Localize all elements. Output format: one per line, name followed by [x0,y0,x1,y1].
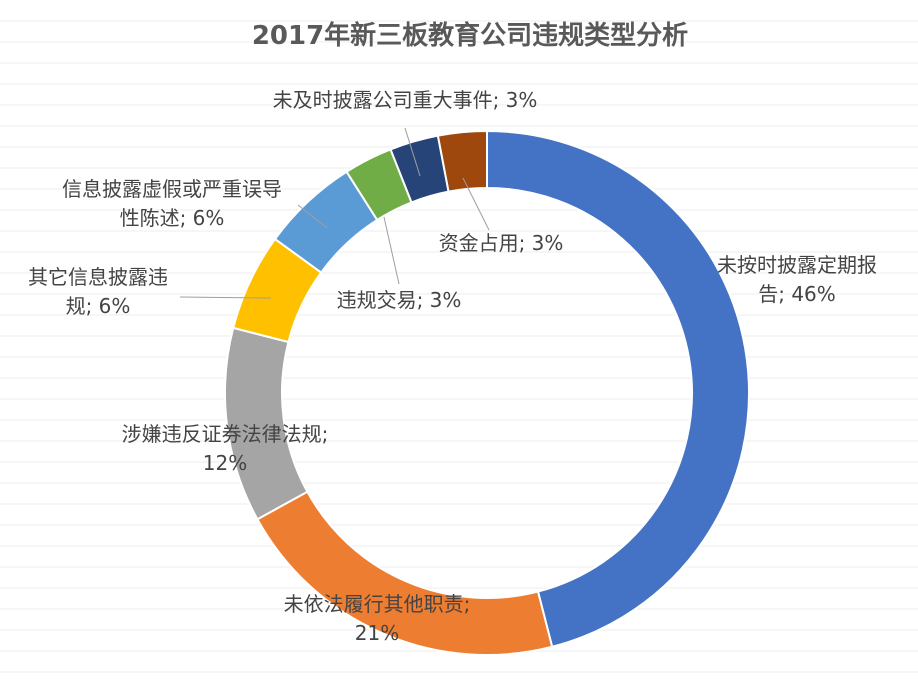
data-label-7-line-0: 资金占用; 3% [439,231,564,255]
data-label-6-line-0: 未及时披露公司重大事件; 3% [273,88,538,112]
background-gridlines [0,20,918,673]
doughnut-slices [224,129,751,656]
leader-line-6 [404,127,421,177]
leader-line-5 [383,216,400,285]
data-label-3-line-1: 规; 6% [66,294,131,318]
data-label-3-line-0: 其它信息披露违 [28,265,168,289]
data-label-5-line-0: 违规交易; 3% [337,288,462,312]
slice-1 [256,490,554,656]
data-label-2-line-1: 12% [203,451,247,475]
leader-line-3 [179,296,272,299]
data-label-0-line-1: 告; 46% [758,282,836,306]
leader-lines [179,127,490,299]
data-label-1-line-1: 21% [355,621,399,645]
slice-7 [436,129,488,193]
slice-0 [486,129,751,648]
data-label-4-line-1: 性陈述; 6% [120,206,225,230]
data-label-4-line-0: 信息披露虚假或严重误导 [62,177,282,201]
chart-title: 2017年新三板教育公司违规类型分析 [252,20,688,51]
data-label-2-line-0: 涉嫌违反证券法律法规; [122,422,329,446]
data-label-1-line-0: 未依法履行其他职责; [284,592,471,616]
data-label-0-line-0: 未按时披露定期报 [717,253,877,277]
leader-line-4 [297,204,328,229]
leader-line-7 [462,177,490,231]
